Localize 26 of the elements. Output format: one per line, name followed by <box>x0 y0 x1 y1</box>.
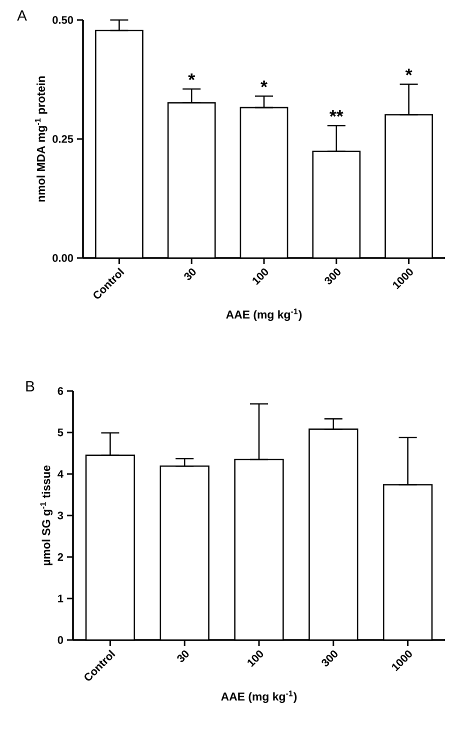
x-axis-title: AAE (mg kg$^{-1}$) <box>226 308 302 321</box>
annotation: * <box>405 68 412 76</box>
y-tick-label: 0 <box>58 636 64 644</box>
y-tick-label: 4 <box>58 470 64 478</box>
x-axis-title: AAE (mg kg$^{-1}$) <box>221 690 297 703</box>
y-axis-title: nmol MDA mg$^{-1}$ protein <box>35 76 48 202</box>
x-tick-label: 30 <box>184 268 196 280</box>
y-tick-label: 6 <box>58 387 64 395</box>
chart-title: A <box>17 10 27 21</box>
annotation: ** <box>329 110 344 117</box>
y-tick-label: 5 <box>58 428 64 436</box>
x-tick-label: 300 <box>324 268 340 284</box>
y-axis-title: µmol SG g$^{-1}$ tissue <box>40 465 53 566</box>
y-tick-label: 2 <box>58 553 64 561</box>
annotation: * <box>188 73 196 80</box>
x-tick-label: 300 <box>322 650 338 666</box>
annotation: * <box>260 80 268 88</box>
y-tick-label: 0.50 <box>52 16 74 24</box>
y-tick-label: 0.00 <box>52 254 74 262</box>
x-tick-label: 30 <box>177 650 189 662</box>
y-tick-label: 1 <box>58 594 64 602</box>
y-tick-label: 3 <box>58 512 64 520</box>
x-tick-label: 100 <box>252 268 268 285</box>
x-tick-label: 100 <box>248 650 264 667</box>
y-tick-label: 0.25 <box>52 135 74 143</box>
chart-title: B <box>26 381 34 392</box>
